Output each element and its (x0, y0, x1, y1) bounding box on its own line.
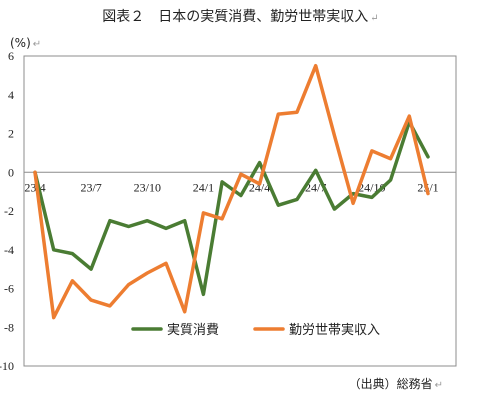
series-lines (33, 63, 430, 320)
chart-title: 図表２ 日本の実質消費、勤労世帯実収入 ↵ (102, 9, 379, 25)
x-tick-label: 23/10 (134, 180, 161, 194)
y-tick-label: 4 (8, 88, 14, 102)
legend-label: 実質消費 (167, 322, 219, 338)
source-label: （出典）総務省 ↵ (348, 377, 443, 391)
plot-area (23, 55, 457, 367)
paragraph-mark-icon: ↵ (370, 13, 379, 24)
x-tick-label: 23/7 (80, 180, 101, 194)
legend-label: 勤労世帯実収入 (289, 322, 380, 338)
y-axis-ticks: 6 4 2 0 -2 -4 -6 -8 -10 (0, 49, 14, 373)
y-tick-label: -6 (4, 282, 14, 296)
series-line-household-income (33, 63, 430, 320)
y-tick-label: 2 (8, 127, 14, 141)
paragraph-mark-icon: ↵ (434, 380, 443, 391)
y-tick-label: -10 (0, 359, 14, 373)
y-tick-label: 6 (8, 49, 14, 63)
x-tick-label: 24/1 (193, 180, 214, 194)
y-tick-label: -4 (4, 243, 14, 257)
y-tick-label: -8 (4, 320, 14, 334)
x-axis-ticks: 23/4 23/7 23/10 24/1 24/4 24/7 24/10 25/1 (24, 180, 438, 194)
y-tick-label: 0 (8, 165, 14, 179)
y-tick-label: -2 (4, 204, 14, 218)
legend: 実質消費 勤労世帯実収入 (131, 322, 380, 338)
series-line-real-consumption (33, 120, 430, 297)
unit-label: (%) ↵ (10, 36, 42, 50)
x-tick-label: 24/4 (249, 180, 270, 194)
paragraph-mark-icon: ↵ (32, 39, 42, 50)
